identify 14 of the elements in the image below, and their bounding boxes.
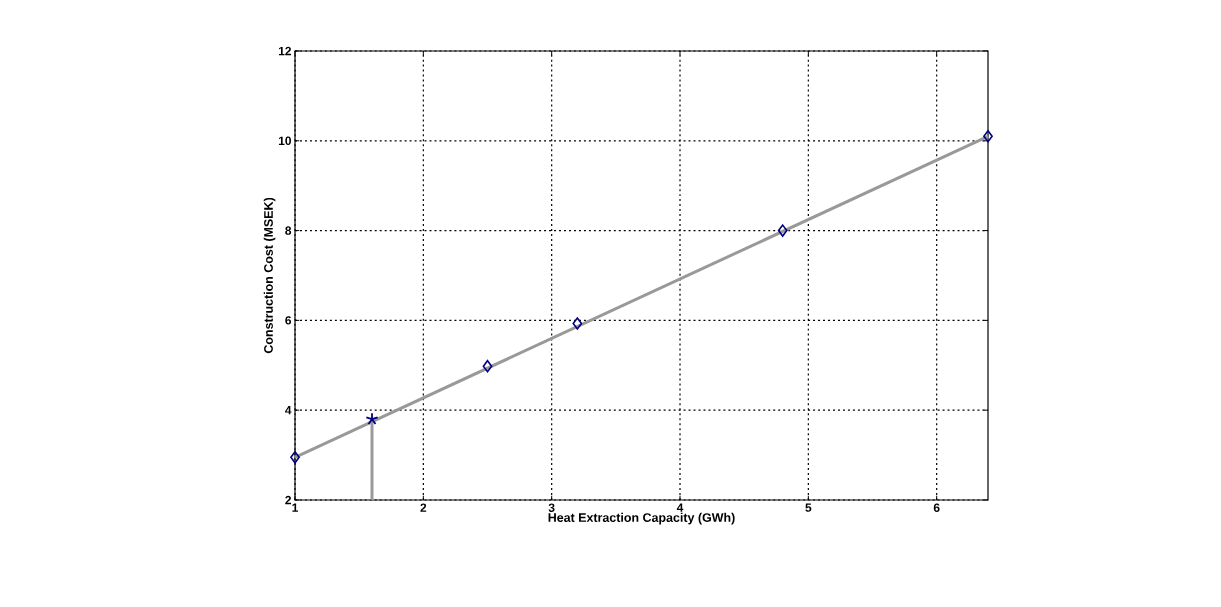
y-tick-label: 8 [285, 226, 292, 235]
x-tick-label: 4 [676, 503, 684, 512]
x-tick-label: 2 [420, 503, 427, 512]
y-tick-label: 6 [285, 316, 292, 325]
x-tick-label: 5 [805, 503, 812, 512]
y-tick-label: 4 [285, 406, 292, 415]
x-tick-label: 3 [548, 503, 555, 512]
x-tick-label: 1 [292, 503, 298, 512]
x-axis-title: Heat Extraction Capacity (GWh) [548, 512, 735, 525]
y-tick-label: 2 [285, 495, 292, 505]
y-tick-label: 12 [278, 46, 292, 56]
x-tick-label: 6 [933, 503, 940, 512]
y-tick-label: 10 [278, 136, 291, 146]
y-axis-title: Construction Cost (MSEK) [263, 197, 276, 354]
